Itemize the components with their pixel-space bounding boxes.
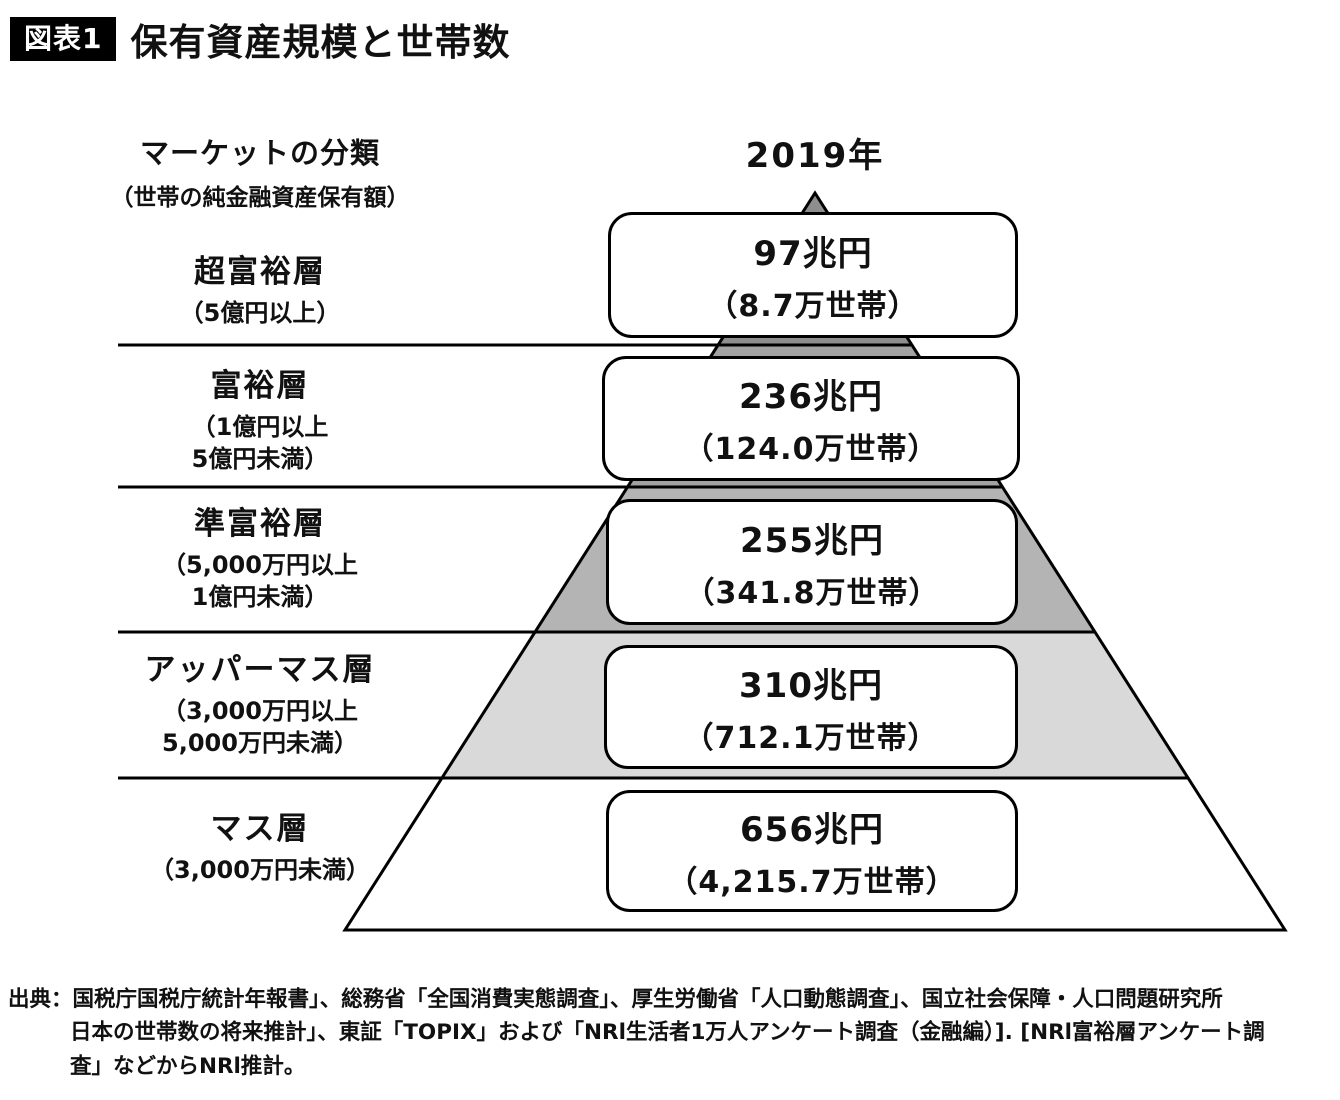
tier-name: アッパーマス層 xyxy=(144,652,376,688)
tier-value-box-2: 255兆円 （341.8万世帯） xyxy=(606,499,1018,625)
tier-label-2: 準富裕層 （5,000万円以上 1億円未満） xyxy=(90,498,430,614)
tier-range: （5億円以上） xyxy=(179,299,341,327)
category-header-title: マーケットの分類 xyxy=(139,136,380,170)
tier-range: （3,000万円以上 5,000万円未満） xyxy=(162,697,358,758)
tier-name: マス層 xyxy=(210,811,310,847)
figure-header: 図表1 保有資産規模と世帯数 xyxy=(10,12,510,66)
tier-label-3: アッパーマス層 （3,000万円以上 5,000万円未満） xyxy=(90,644,430,760)
tier-value: 255兆円 xyxy=(740,520,884,561)
tier-households: （341.8万世帯） xyxy=(684,575,940,611)
tier-households: （712.1万世帯） xyxy=(683,720,939,756)
tier-value: 656兆円 xyxy=(740,809,884,850)
tier-households: （124.0万世帯） xyxy=(683,432,939,467)
tier-value-box-3: 310兆円 （712.1万世帯） xyxy=(604,645,1018,769)
tier-value: 97兆円 xyxy=(753,233,873,274)
tier-households: （4,215.7万世帯） xyxy=(667,864,957,900)
tier-label-1: 富裕層 （1億円以上 5億円未満） xyxy=(90,360,430,476)
tier-range: （1億円以上 5億円未満） xyxy=(191,413,329,474)
tier-label-0: 超富裕層 （5億円以上） xyxy=(90,246,430,329)
tier-value: 310兆円 xyxy=(739,665,883,706)
tier-value-box-1: 236兆円 （124.0万世帯） xyxy=(602,356,1020,481)
figure-badge: 図表1 xyxy=(10,17,117,61)
source-line-1: 出典：国税庁国税庁統計年報書」、総務省「全国消費実態調査」、厚生労働省「人口動態… xyxy=(8,987,1223,1012)
tier-households: （8.7万世帯） xyxy=(707,288,919,324)
source-line-3: 査」などからNRl推計。 xyxy=(70,1053,306,1079)
category-header: マーケットの分類 （世帯の純金融資産保有額） xyxy=(70,130,450,212)
tier-label-4: マス層 （3,000万円未満） xyxy=(90,803,430,886)
source-note: 出典：国税庁国税庁統計年報書」、総務省「全国消費実態調査」、厚生労働省「人口動態… xyxy=(8,983,1332,1083)
tier-name: 準富裕層 xyxy=(194,506,326,542)
year-label: 2019年 xyxy=(745,136,885,176)
tier-name: 富裕層 xyxy=(210,368,310,404)
tier-range: （3,000万円未満） xyxy=(150,856,370,884)
tier-name: 超富裕層 xyxy=(194,254,326,290)
tier-range: （5,000万円以上 1億円未満） xyxy=(162,551,358,612)
page-title: 保有資産規模と世帯数 xyxy=(130,21,511,64)
tier-value-box-4: 656兆円 （4,215.7万世帯） xyxy=(606,790,1018,912)
tier-value: 236兆円 xyxy=(739,377,883,417)
pyramid-outline xyxy=(342,190,1288,932)
source-line-2: 日本の世帯数の将来推計」、東証「TOPIX」および「NRl生活者1万人アンケート… xyxy=(70,1020,1265,1046)
tier-value-box-0: 97兆円 （8.7万世帯） xyxy=(608,212,1018,338)
category-header-subtitle: （世帯の純金融資産保有額） xyxy=(110,185,410,211)
